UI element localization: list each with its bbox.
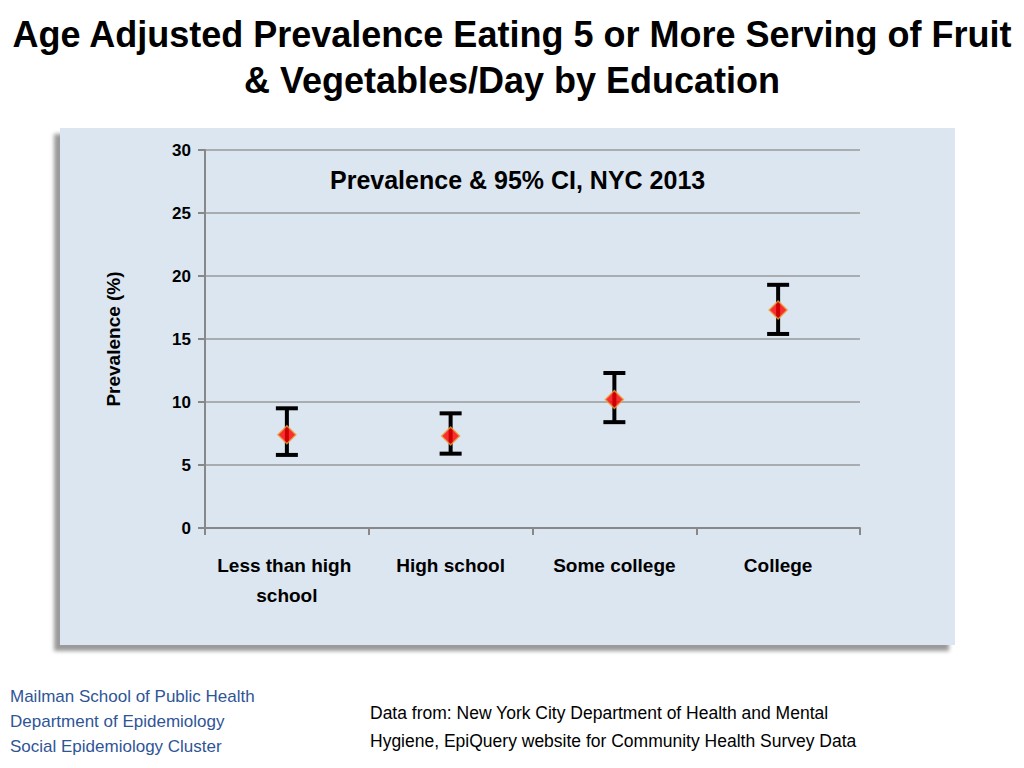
svg-text:30: 30 — [172, 141, 191, 160]
svg-text:Prevalence (%): Prevalence (%) — [103, 271, 124, 406]
svg-text:5: 5 — [182, 456, 191, 475]
html-text:Data from: New York City Depar: Data from: New York City Department of H… — [370, 703, 829, 723]
svg-text:0: 0 — [182, 519, 191, 538]
svg-text:Some college: Some college — [553, 555, 676, 576]
svg-text:15: 15 — [172, 330, 191, 349]
html-text:Department of Epidemiology: Department of Epidemiology — [10, 712, 225, 731]
svg-text:school: school — [256, 585, 317, 606]
html-text:Mailman School of Public Healt: Mailman School of Public Health — [10, 687, 255, 706]
svg-text:Prevalence & 95% CI, NYC 2013: Prevalence & 95% CI, NYC 2013 — [330, 166, 705, 194]
svg-text:High school: High school — [396, 555, 505, 576]
html-text:Age Adjusted Prevalence Eating: Age Adjusted Prevalence Eating 5 or More… — [12, 14, 1012, 101]
svg-text:College: College — [744, 555, 813, 576]
html-text:Social Epidemiology Cluster: Social Epidemiology Cluster — [10, 737, 222, 756]
svg-text:10: 10 — [172, 393, 191, 412]
svg-text:20: 20 — [172, 267, 191, 286]
svg-text:Less than high: Less than high — [217, 555, 356, 576]
html-text:Hygiene, EpiQuery website for: Hygiene, EpiQuery website for Community … — [370, 731, 857, 751]
svg-text:25: 25 — [172, 204, 191, 223]
